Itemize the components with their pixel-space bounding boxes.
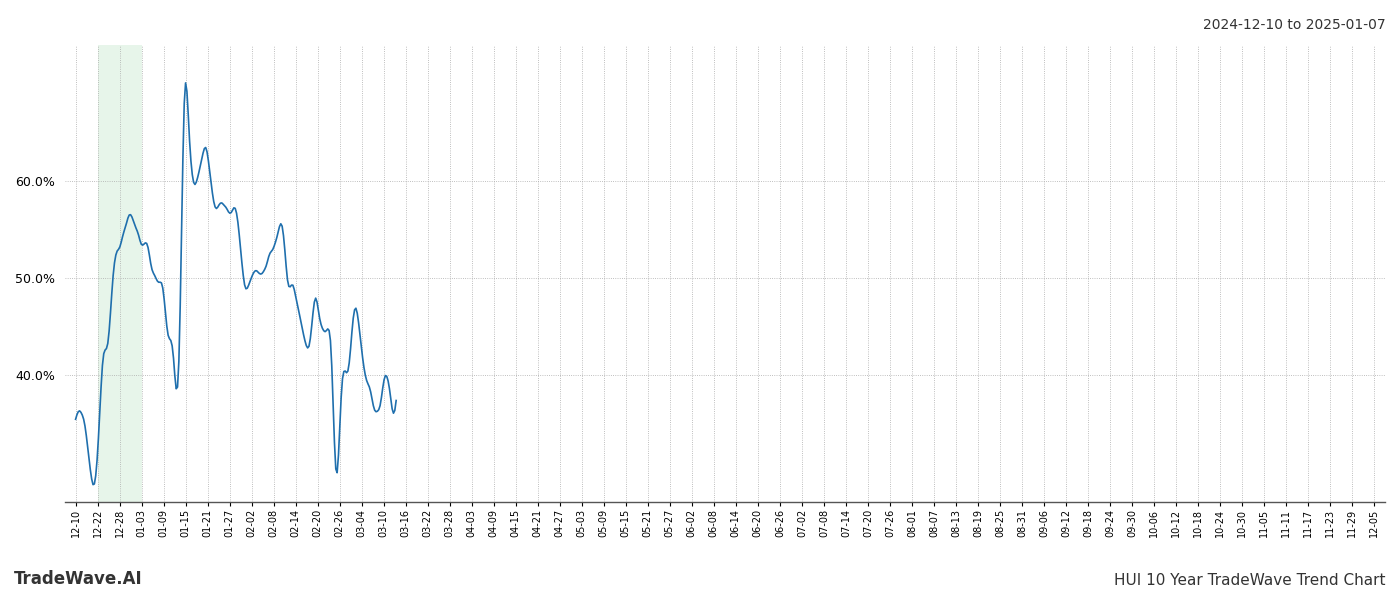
- Text: TradeWave.AI: TradeWave.AI: [14, 570, 143, 588]
- Text: 2024-12-10 to 2025-01-07: 2024-12-10 to 2025-01-07: [1204, 18, 1386, 32]
- Text: HUI 10 Year TradeWave Trend Chart: HUI 10 Year TradeWave Trend Chart: [1114, 573, 1386, 588]
- Bar: [98, 45, 141, 502]
